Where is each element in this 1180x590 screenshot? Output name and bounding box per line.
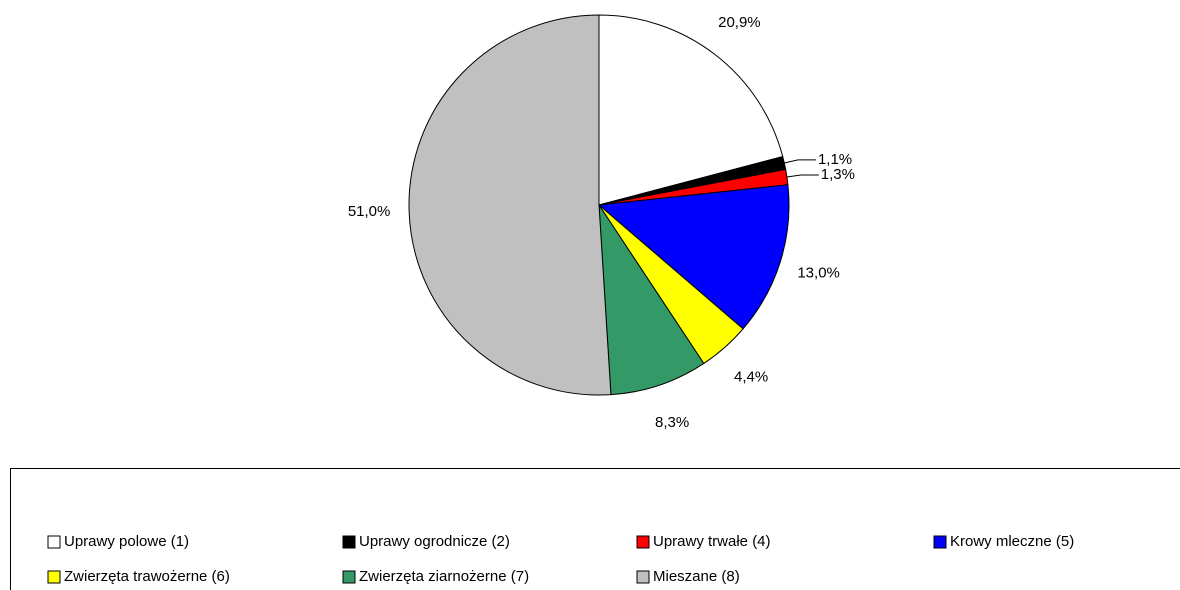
pie-slice	[408, 14, 612, 396]
legend-label: Zwierzęta trawożerne (6)	[64, 568, 230, 585]
leader-line	[786, 174, 819, 178]
data-label: 8,3%	[655, 414, 689, 431]
data-label: 4,4%	[734, 368, 768, 385]
pie-slice	[598, 14, 784, 206]
legend-swatch	[636, 535, 650, 549]
data-label: 1,3%	[821, 166, 855, 183]
pie-slice	[598, 203, 705, 396]
legend-label: Zwierzęta ziarnożerne (7)	[359, 568, 529, 585]
pie-slice	[597, 184, 790, 330]
legend-swatch	[636, 570, 650, 584]
legend-swatch	[47, 570, 61, 584]
legend-swatch	[342, 570, 356, 584]
data-label: 20,9%	[718, 14, 761, 31]
legend-box	[10, 468, 1180, 590]
data-label: 13,0%	[797, 264, 840, 281]
legend-label: Krowy mleczne (5)	[950, 533, 1074, 550]
data-label: 51,0%	[348, 203, 391, 220]
legend-label: Uprawy ogrodnicze (2)	[359, 533, 510, 550]
legend-label: Mieszane (8)	[653, 568, 740, 585]
leader-line	[784, 159, 816, 164]
legend-label: Uprawy trwałe (4)	[653, 533, 771, 550]
legend-swatch	[933, 535, 947, 549]
data-label: 1,1%	[818, 151, 852, 168]
legend-swatch	[47, 535, 61, 549]
legend-swatch	[342, 535, 356, 549]
legend-label: Uprawy polowe (1)	[64, 533, 189, 550]
